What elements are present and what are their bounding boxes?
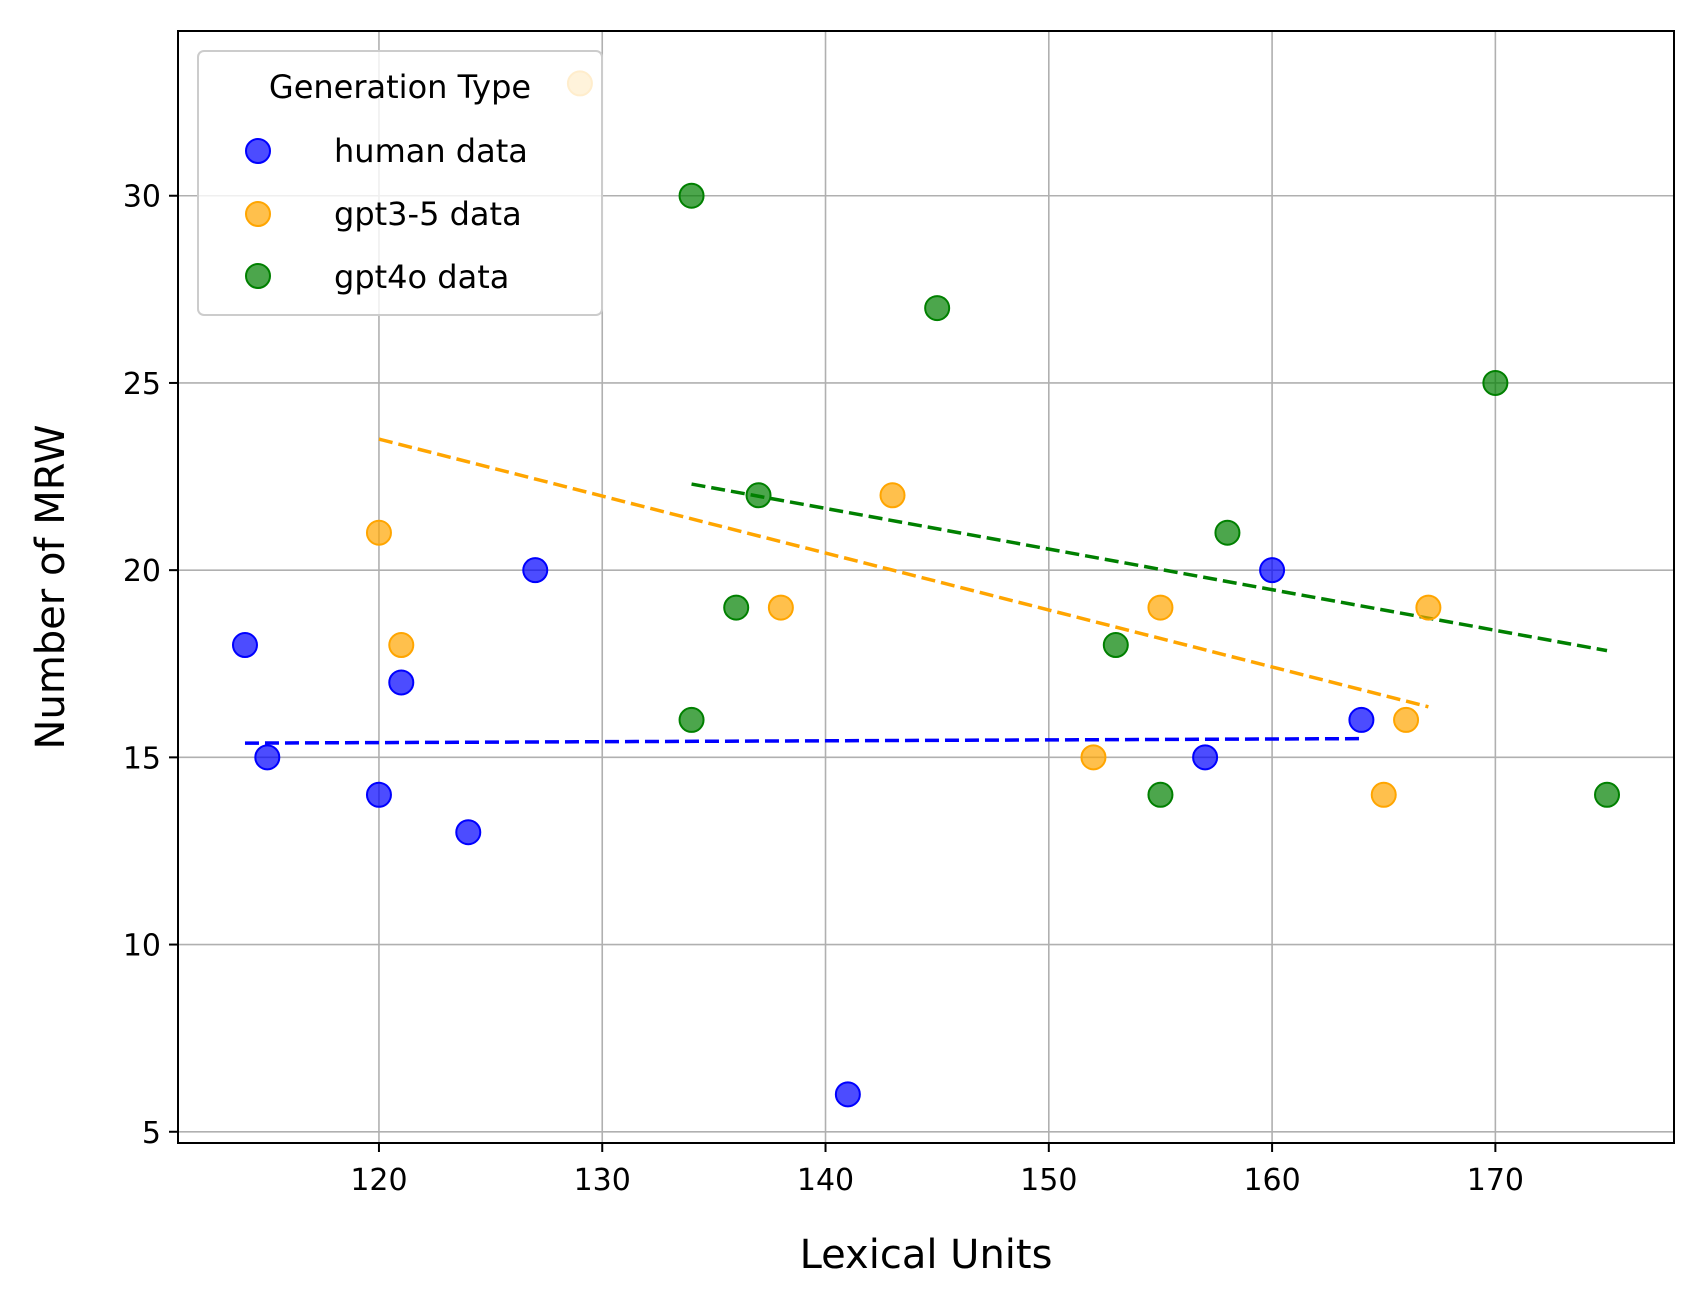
legend-marker-human	[245, 138, 271, 164]
x-tick-label: 140	[797, 1163, 854, 1198]
point-human-data	[455, 819, 482, 846]
y-tick-label: 30	[123, 180, 161, 215]
x-tick-label: 150	[1020, 1163, 1077, 1198]
point-gpt3-5-data	[1415, 594, 1442, 621]
point-gpt4o-data	[1214, 519, 1241, 546]
point-gpt4o-data	[678, 182, 705, 209]
legend-entry-human: human data	[245, 132, 528, 170]
y-tick-label: 15	[123, 741, 161, 776]
x-tick-label: 170	[1467, 1163, 1524, 1198]
point-human-data	[231, 632, 258, 659]
point-gpt3-5-data	[767, 594, 794, 621]
point-human-data	[522, 557, 549, 584]
grid	[178, 31, 1674, 1143]
point-gpt3-5-data	[1080, 744, 1107, 771]
point-gpt4o-data	[1102, 632, 1129, 659]
legend: Generation Type human data gpt3-5 data g…	[197, 50, 603, 316]
legend-entry-gpt4o: gpt4o data	[245, 258, 509, 296]
point-gpt3-5-data	[388, 632, 415, 659]
x-tick-label: 160	[1243, 1163, 1300, 1198]
legend-entry-gpt35: gpt3-5 data	[245, 195, 522, 233]
point-gpt3-5-data	[1370, 781, 1397, 808]
point-gpt3-5-data	[365, 519, 392, 546]
y-tick-label: 20	[123, 554, 161, 589]
point-human-data	[834, 1081, 861, 1108]
x-tick-label: 120	[350, 1163, 407, 1198]
x-tick-label: 130	[574, 1163, 631, 1198]
x-axis-label: Lexical Units	[800, 1232, 1053, 1278]
point-gpt4o-data	[678, 706, 705, 733]
point-human-data	[1192, 744, 1219, 771]
legend-marker-gpt35	[245, 201, 271, 227]
point-gpt4o-data	[745, 482, 772, 509]
y-tick-label: 5	[142, 1116, 161, 1151]
plot-frame	[177, 30, 1675, 1144]
point-gpt4o-data	[1147, 781, 1174, 808]
point-human-data	[365, 781, 392, 808]
trendlines	[244, 437, 1608, 745]
point-gpt4o-data	[1482, 369, 1509, 396]
legend-box	[197, 50, 603, 316]
legend-label-gpt4o: gpt4o data	[334, 258, 509, 296]
point-human-data	[1259, 557, 1286, 584]
scatter-points	[231, 70, 1621, 1108]
y-axis-label: Number of MRW	[28, 425, 74, 750]
point-gpt4o-data	[723, 594, 750, 621]
trendline-gpt4o-data	[691, 482, 1608, 653]
point-human-data	[388, 669, 415, 696]
point-gpt3-5-data	[1393, 706, 1420, 733]
point-human-data	[1348, 706, 1375, 733]
x-axis: 120 130 140 150 160 170	[350, 1143, 1524, 1198]
trendline-gpt3-5-data	[378, 437, 1429, 709]
legend-label-human: human data	[334, 132, 528, 170]
trendline-human-data	[244, 736, 1362, 745]
legend-label-gpt35: gpt3-5 data	[334, 195, 522, 233]
point-gpt3-5-data	[1147, 594, 1174, 621]
point-gpt3-5-data	[879, 482, 906, 509]
y-tick-label: 10	[123, 929, 161, 964]
y-axis: 5 10 15 20 25 30	[123, 180, 178, 1151]
point-gpt4o-data	[924, 295, 951, 322]
legend-marker-gpt4o	[245, 263, 271, 289]
point-human-data	[254, 744, 281, 771]
point-gpt4o-data	[1594, 781, 1621, 808]
legend-title: Generation Type	[269, 68, 531, 106]
y-tick-label: 25	[123, 367, 161, 402]
